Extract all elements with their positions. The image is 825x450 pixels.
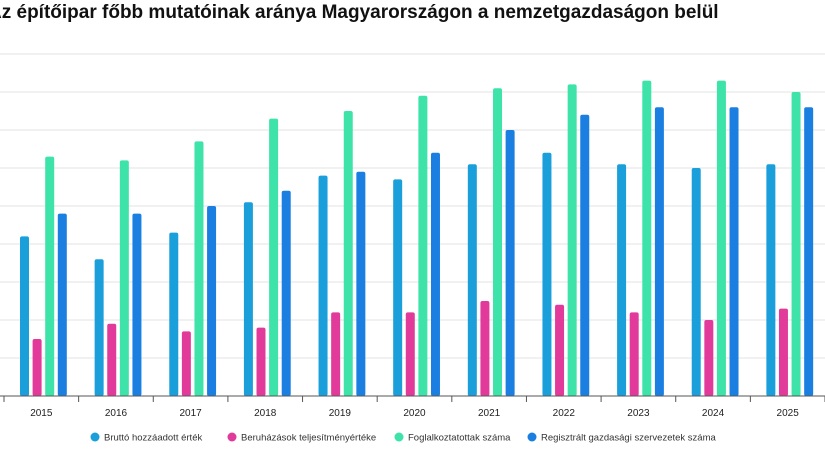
bar-2 (32, 339, 42, 396)
bar-2 (629, 312, 639, 396)
bar-2 (778, 308, 788, 396)
bar-3 (567, 84, 577, 397)
legend-label: Foglalkoztatottak száma (408, 433, 511, 444)
x-tick-label: 2015 (30, 408, 53, 419)
bar-2 (405, 312, 415, 396)
bar-1 (542, 152, 552, 396)
legend: Bruttó hozzáadott érték Beruházások telje… (90, 432, 716, 444)
bar-4 (580, 114, 590, 397)
x-tick-label: 2023 (627, 408, 650, 419)
bar-2 (256, 327, 266, 396)
legend-label: Beruházások teljesítményértéke (241, 433, 376, 444)
bar-2 (181, 331, 191, 396)
legend-marker (227, 432, 237, 442)
x-tick-label: 2022 (553, 408, 576, 419)
bar-3 (269, 118, 279, 396)
bar-2 (107, 323, 117, 396)
bar-3 (343, 111, 353, 396)
bar-4 (57, 213, 67, 396)
bar-1 (94, 259, 104, 396)
x-tick-label: 2019 (329, 408, 352, 419)
bar-1 (20, 236, 29, 396)
bar-3 (418, 95, 428, 397)
legend-marker (527, 432, 537, 442)
bar-4 (729, 107, 739, 396)
bar-4 (132, 213, 142, 396)
x-tick-label: 2016 (105, 408, 128, 419)
bar-1 (169, 232, 179, 396)
x-tick-label: 2017 (179, 408, 202, 419)
bar-4 (505, 130, 515, 396)
legend-label: Bruttó hozzáadott érték (104, 433, 202, 444)
bar-3 (716, 80, 726, 396)
bar-3 (791, 92, 801, 396)
bar-2 (555, 304, 565, 396)
bar-4 (356, 171, 366, 396)
x-tick-label: 2018 (254, 408, 277, 419)
bar-1 (617, 164, 627, 396)
bar-1 (393, 179, 403, 396)
bar-2 (480, 301, 490, 396)
bar-1 (467, 164, 477, 396)
bar-2 (704, 320, 714, 396)
x-tick-label: 2020 (403, 408, 426, 419)
bar-4 (430, 152, 440, 396)
legend-marker (90, 432, 100, 442)
bar-1 (243, 202, 253, 396)
legend-label: Regisztrált gazdasági szervezetek száma (541, 433, 716, 444)
bar-3 (45, 156, 55, 396)
x-tick-label: 2024 (702, 408, 725, 419)
bar-3 (642, 80, 652, 396)
bar-4 (654, 107, 664, 396)
bar-4 (804, 107, 814, 396)
legend-marker (394, 432, 404, 442)
x-axis: 2015 2016 2017 2018 2019 2020 2021 2022 2023 2024… (0, 395, 825, 419)
chart-title: Az építőipar főbb mutatóinak aránya Magy… (0, 2, 719, 23)
bar-1 (318, 175, 328, 396)
bar-3 (119, 160, 129, 396)
x-tick-label: 2025 (777, 408, 800, 419)
bar-2 (331, 312, 341, 396)
bar-4 (207, 206, 217, 396)
x-tick-label: 2021 (478, 408, 501, 419)
bar-3 (493, 88, 503, 396)
bars (20, 80, 814, 397)
bar-1 (691, 168, 701, 396)
bar-1 (766, 164, 776, 396)
bar-4 (281, 190, 291, 396)
bar-3 (194, 141, 204, 396)
